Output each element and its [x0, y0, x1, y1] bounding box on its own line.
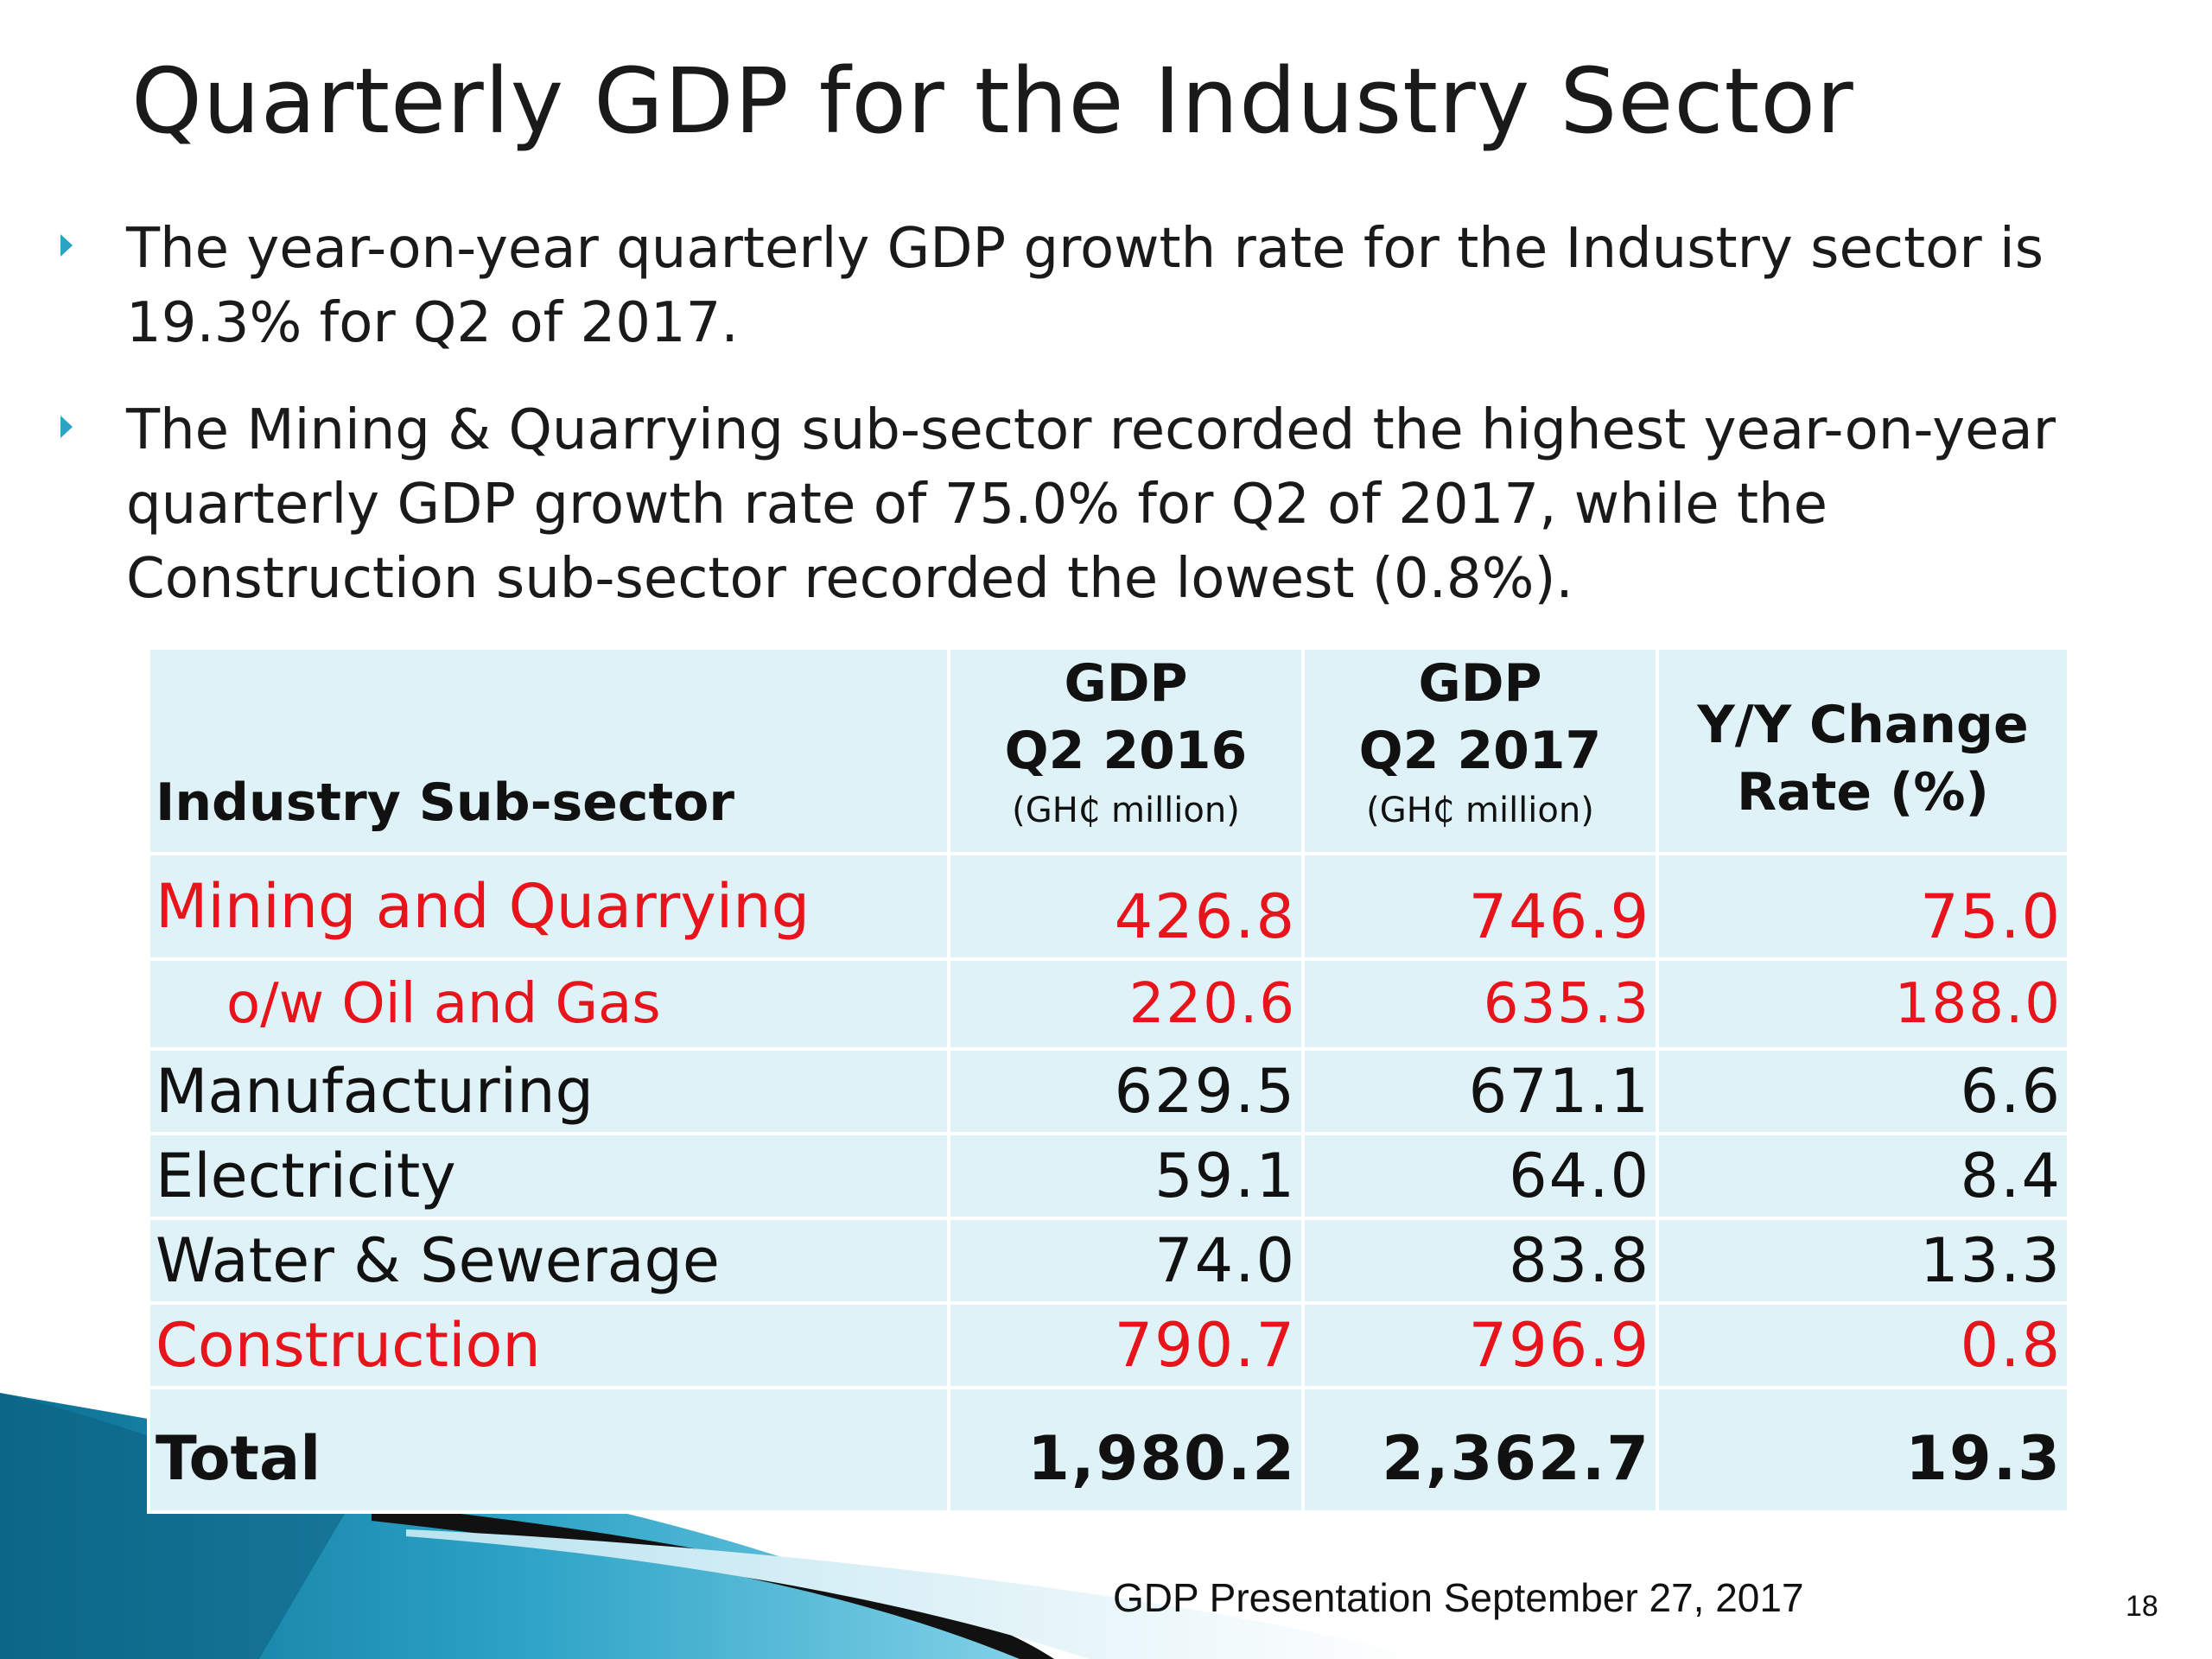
table-row: Water & Sewerage 74.0 83.8 13.3: [147, 1217, 2070, 1305]
row-q2-2016-value: 59.1: [947, 1132, 1305, 1220]
row-sector-name: Mining and Quarrying: [147, 852, 950, 961]
row-q2-2016-value: 426.8: [947, 852, 1305, 961]
header-q2-2017: GDP Q2 2017 (GH₵ million): [1301, 646, 1659, 855]
row-sector-name: Manufacturing: [147, 1047, 950, 1135]
footer-text: GDP Presentation September 27, 2017: [1113, 1575, 1804, 1620]
header-q2-2017-unit: (GH₵ million): [1366, 791, 1594, 830]
row-change-value: 75.0: [1656, 852, 2070, 961]
industry-gdp-table: Industry Sub-sector GDP Q2 2016 (GH₵ mil…: [147, 646, 2070, 1514]
row-sector-name: Construction: [147, 1301, 950, 1389]
header-q2-2016: GDP Q2 2016 (GH₵ million): [947, 646, 1305, 855]
total-label: Total: [147, 1386, 950, 1514]
row-q2-2017-value: 746.9: [1301, 852, 1659, 961]
table-row: Electricity 59.1 64.0 8.4: [147, 1132, 2070, 1220]
row-q2-2017-value: 796.9: [1301, 1301, 1659, 1389]
page-number: 18: [2126, 1590, 2158, 1623]
row-change-value: 13.3: [1656, 1217, 2070, 1305]
row-q2-2017-value: 64.0: [1301, 1132, 1659, 1220]
row-change-value: 6.6: [1656, 1047, 2070, 1135]
bullet-text: The year-on-year quarterly GDP growth ra…: [126, 217, 2044, 355]
row-q2-2017-value: 671.1: [1301, 1047, 1659, 1135]
row-q2-2016-value: 220.6: [947, 957, 1305, 1051]
row-change-value: 188.0: [1656, 957, 2070, 1051]
header-sector: Industry Sub-sector: [147, 646, 950, 855]
row-q2-2016-value: 74.0: [947, 1217, 1305, 1305]
header-change-rate: Y/Y Change Rate (%): [1656, 646, 2070, 855]
table-row: o/w Oil and Gas 220.6 635.3 188.0: [147, 957, 2070, 1051]
table-row: Manufacturing 629.5 671.1 6.6: [147, 1047, 2070, 1135]
page-title: Quarterly GDP for the Industry Sector: [131, 48, 1854, 154]
header-q2-2017-line2: Q2 2017: [1358, 721, 1602, 781]
header-q2-2016-line1: GDP: [1064, 653, 1188, 714]
row-q2-2016-value: 629.5: [947, 1047, 1305, 1135]
row-change-value: 8.4: [1656, 1132, 2070, 1220]
bullet-text: The Mining & Quarrying sub-sector record…: [126, 398, 2056, 611]
header-q2-2016-line2: Q2 2016: [1004, 721, 1248, 781]
header-q2-2016-unit: (GH₵ million): [1012, 791, 1240, 830]
total-q2-2017-value: 2,362.7: [1301, 1386, 1659, 1514]
bullet-item: The Mining & Quarrying sub-sector record…: [50, 393, 2063, 616]
table-row: Construction 790.7 796.9 0.8: [147, 1301, 2070, 1389]
triangle-bullet-icon: [60, 416, 73, 438]
row-q2-2017-value: 83.8: [1301, 1217, 1659, 1305]
table-row: Mining and Quarrying 426.8 746.9 75.0: [147, 852, 2070, 961]
row-sector-name: Water & Sewerage: [147, 1217, 950, 1305]
header-q2-2017-line1: GDP: [1418, 653, 1542, 714]
bullet-item: The year-on-year quarterly GDP growth ra…: [50, 212, 2063, 360]
triangle-bullet-icon: [60, 234, 73, 257]
row-sector-name: o/w Oil and Gas: [147, 957, 950, 1051]
table-total-row: Total 1,980.2 2,362.7 19.3: [147, 1386, 2070, 1514]
header-change-line2: Rate (%): [1737, 762, 1989, 823]
table-header-row: Industry Sub-sector GDP Q2 2016 (GH₵ mil…: [147, 646, 2070, 855]
total-q2-2016-value: 1,980.2: [947, 1386, 1305, 1514]
total-change-value: 19.3: [1656, 1386, 2070, 1514]
row-sector-name: Electricity: [147, 1132, 950, 1220]
row-q2-2016-value: 790.7: [947, 1301, 1305, 1389]
row-change-value: 0.8: [1656, 1301, 2070, 1389]
row-q2-2017-value: 635.3: [1301, 957, 1659, 1051]
header-change-line1: Y/Y Change: [1697, 695, 2029, 755]
